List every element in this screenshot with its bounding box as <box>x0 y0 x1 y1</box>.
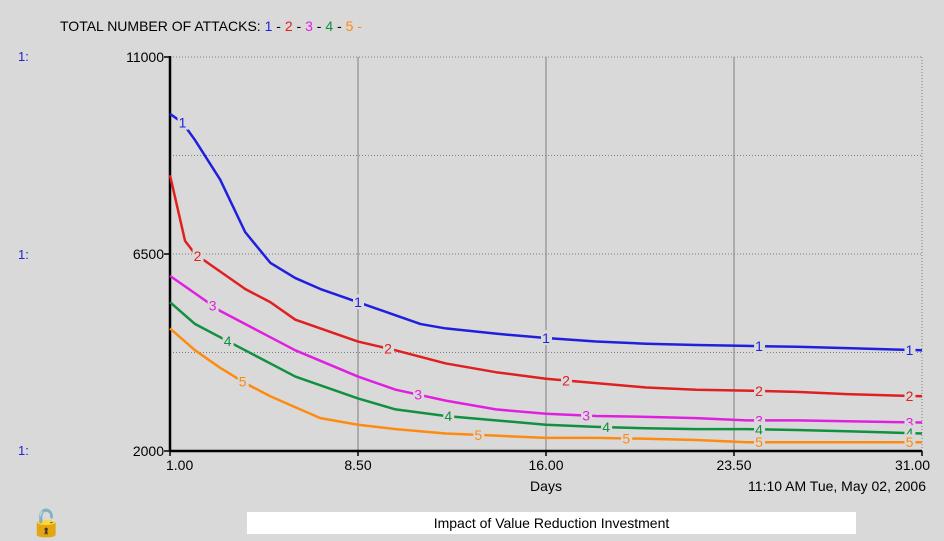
series-4-marker: 4 <box>444 408 452 424</box>
series-5-marker: 5 <box>474 427 482 443</box>
series-4-marker-bg <box>443 408 455 424</box>
series-3-marker-bg <box>904 414 916 430</box>
x-tick-label: 23.50 <box>716 457 751 473</box>
series-4-marker: 4 <box>906 425 914 441</box>
series-1-marker: 1 <box>755 338 763 354</box>
chart-caption: Impact of Value Reduction Investment <box>247 512 856 534</box>
y-tick-label: 11000 <box>126 49 164 65</box>
series-5-marker: 5 <box>906 434 914 450</box>
axis-prefix-middle: 1: <box>18 247 29 262</box>
series-1-marker: 1 <box>354 294 362 310</box>
series-1-marker-bg <box>177 114 189 130</box>
series-4-marker: 4 <box>755 421 763 437</box>
series-3-marker: 3 <box>755 412 763 428</box>
chart-title-legend: TOTAL NUMBER OF ATTACKS: 1 - 2 - 3 - 4 -… <box>60 18 362 34</box>
series-2-marker: 2 <box>562 373 570 389</box>
series-1-line <box>169 112 923 352</box>
series-1-marker-bg <box>353 294 364 310</box>
series-1-marker: 1 <box>542 330 550 346</box>
series-4-marker-bg <box>904 425 916 441</box>
legend-marker-2: 2 <box>284 18 293 34</box>
series-4-marker-bg <box>601 419 613 435</box>
series-2-marker: 2 <box>906 388 914 404</box>
x-axis-label: Days <box>530 478 562 494</box>
series-1-marker: 1 <box>906 342 914 358</box>
series-2-marker-bg <box>754 382 766 398</box>
series-3-marker-bg <box>207 297 219 313</box>
series-3-marker: 3 <box>209 298 217 314</box>
lock-icon[interactable]: 🔓 <box>30 508 63 538</box>
series-4-marker-bg <box>222 333 234 349</box>
chart-title: TOTAL NUMBER OF ATTACKS: <box>60 18 261 34</box>
series-2-marker: 2 <box>384 341 392 357</box>
series-5-marker-bg <box>473 426 485 442</box>
legend-marker-1: 1 <box>264 18 273 34</box>
series-5-marker: 5 <box>622 430 630 446</box>
series-5-marker: 5 <box>239 374 247 390</box>
timestamp-label: 11:10 AM Tue, May 02, 2006 <box>748 478 926 494</box>
series-3-marker: 3 <box>414 387 422 403</box>
x-tick-label: 16.00 <box>528 457 563 473</box>
series-3-marker-bg <box>581 407 593 423</box>
x-tick-label: 8.50 <box>344 457 371 473</box>
legend-marker-5: 5 <box>345 18 354 34</box>
series-3-marker-bg <box>754 412 766 428</box>
y-tick-label: 2000 <box>133 443 164 459</box>
series-3-marker: 3 <box>906 414 914 430</box>
series-3-marker-bg <box>413 386 425 402</box>
axis-prefix-bottom: 1: <box>18 443 29 458</box>
series-1-marker-bg <box>541 330 552 346</box>
series-1-marker-bg <box>904 341 916 357</box>
series-2-marker-bg <box>904 387 916 403</box>
x-tick-label: 31.00 <box>895 457 930 473</box>
series-2-marker-bg <box>561 372 573 388</box>
series-5-marker-bg <box>754 434 766 450</box>
series-1-marker: 1 <box>179 115 187 131</box>
y-tick-label: 6500 <box>133 246 164 262</box>
axis-prefix-top: 1: <box>18 49 29 64</box>
series-4-marker: 4 <box>602 419 610 435</box>
series-3-marker: 3 <box>582 408 590 424</box>
x-tick-label: 1.00 <box>166 457 193 473</box>
series-4-marker-bg <box>754 421 766 437</box>
series-2-marker: 2 <box>194 248 202 264</box>
series-2-marker: 2 <box>755 383 763 399</box>
series-5-marker: 5 <box>755 434 763 450</box>
series-4-marker: 4 <box>224 333 232 349</box>
legend-marker-4: 4 <box>325 18 334 34</box>
series-5-marker-bg <box>237 373 249 389</box>
legend-marker-3: 3 <box>305 18 313 34</box>
series-2-marker-bg <box>192 247 204 263</box>
series-2-line <box>168 174 923 398</box>
series-5-marker-bg <box>621 430 633 446</box>
series-1-marker-bg <box>754 338 766 354</box>
series-5-marker-bg <box>904 434 916 450</box>
series-2-marker-bg <box>383 340 395 356</box>
